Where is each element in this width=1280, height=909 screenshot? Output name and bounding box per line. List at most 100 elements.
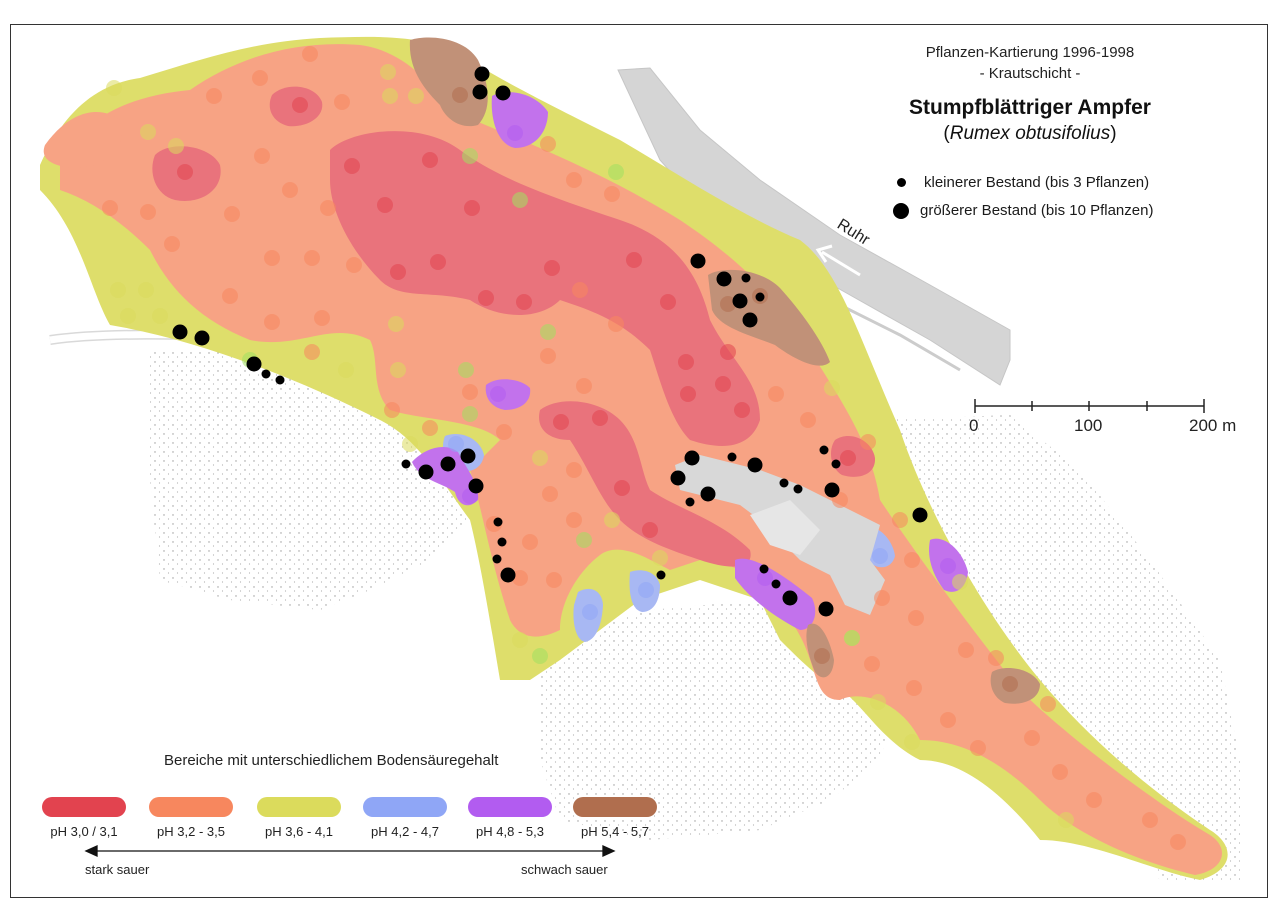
- ph-legend-heading: Bereiche mit unterschiedlichem Bodensäur…: [164, 752, 499, 769]
- ph-sample-point: [516, 294, 532, 310]
- large-occurrence-dot: [670, 470, 686, 486]
- ph-sample-point: [952, 574, 968, 590]
- ph-sample-point: [626, 252, 642, 268]
- large-dot-icon: [893, 202, 909, 219]
- ph-sample-point: [540, 348, 556, 364]
- small-occurrence-dot: [275, 375, 285, 385]
- large-occurrence-dot: [747, 457, 763, 473]
- large-occurrence-dot: [732, 293, 748, 309]
- acidity-weak-label: schwach sauer: [521, 862, 608, 877]
- ph-sample-point: [604, 512, 620, 528]
- ph-sample-point: [106, 80, 122, 96]
- ph-sample-point: [140, 204, 156, 220]
- ph-label-3: pH 3,6 - 4,1: [265, 824, 333, 839]
- ph-swatch-3: [257, 797, 341, 817]
- ph-sample-point: [384, 402, 400, 418]
- ph-sample-point: [422, 420, 438, 436]
- large-occurrence-dot: [912, 507, 928, 523]
- ph-sample-point: [604, 186, 620, 202]
- ph-sample-point: [177, 164, 193, 180]
- ph-sample-point: [553, 414, 569, 430]
- ph-sample-point: [904, 552, 920, 568]
- ph-sample-point: [872, 548, 888, 564]
- ph-sample-point: [448, 436, 464, 452]
- ph-label-5: pH 4,8 - 5,3: [476, 824, 544, 839]
- ph-sample-point: [608, 316, 624, 332]
- small-occurrence-dot: [771, 579, 781, 589]
- ph-sample-point: [592, 410, 608, 426]
- survey-layer: - Krautschicht -: [979, 65, 1081, 82]
- map-title-block: Pflanzen-Kartierung 1996-1998 - Krautsch…: [860, 42, 1200, 145]
- ph-zone-3-0-lower: [539, 401, 751, 567]
- acidity-strong-label: stark sauer: [85, 862, 150, 877]
- ph-sample-point: [988, 650, 1004, 666]
- ph-sample-point: [864, 656, 880, 672]
- ph-sample-point: [680, 386, 696, 402]
- scale-tick-200: 200 m: [1189, 416, 1237, 435]
- ph-sample-point: [452, 87, 468, 103]
- ph-sample-point: [222, 288, 238, 304]
- ph-sample-point: [292, 97, 308, 113]
- legend-small-occurrence: kleinerer Bestand (bis 3 Pflanzen): [892, 174, 1149, 191]
- ph-sample-point: [642, 522, 658, 538]
- ph-sample-point: [860, 434, 876, 450]
- ph-zone-3-2: [60, 44, 1222, 875]
- small-occurrence-dot: [755, 292, 765, 302]
- ph-swatch-2: [149, 797, 233, 817]
- ph-sample-point: [462, 406, 478, 422]
- ph-sample-point: [608, 164, 624, 180]
- ph-sample-point: [206, 88, 222, 104]
- small-occurrence-dot: [261, 369, 271, 379]
- ph-sample-point: [522, 534, 538, 550]
- ph-sample-point: [844, 630, 860, 646]
- ph-sample-point: [840, 450, 856, 466]
- ph-sample-point: [720, 296, 736, 312]
- ph-sample-point: [576, 532, 592, 548]
- small-occurrence-dot: [497, 537, 507, 547]
- ph-sample-point: [720, 344, 736, 360]
- ph-sample-point: [800, 412, 816, 428]
- ph-sample-point: [120, 308, 136, 324]
- ph-sample-point: [970, 740, 986, 756]
- large-occurrence-dot: [742, 312, 758, 328]
- small-dot-icon: [897, 178, 906, 187]
- ph-swatch-1: [42, 797, 126, 817]
- ph-sample-point: [478, 290, 494, 306]
- ph-sample-point: [507, 125, 523, 141]
- ph-zone-3-2-left-blob: [43, 112, 122, 169]
- large-occurrence-dot: [194, 330, 210, 346]
- ph-sample-point: [540, 324, 556, 340]
- ph-sample-point: [908, 610, 924, 626]
- ph-sample-point: [958, 642, 974, 658]
- large-occurrence-dot: [684, 450, 700, 466]
- ph-sample-point: [302, 46, 318, 62]
- ph-sample-point: [254, 148, 270, 164]
- ph-sample-point: [940, 712, 956, 728]
- ph-zone-4-8-c: [412, 447, 479, 506]
- ph-sample-point: [638, 582, 654, 598]
- ph-swatch-4: [363, 797, 447, 817]
- ph-sample-point: [532, 450, 548, 466]
- large-occurrence-dot: [474, 66, 490, 82]
- scale-bar: [974, 399, 1205, 413]
- ph-sample-point: [532, 648, 548, 664]
- large-occurrence-dot: [468, 478, 484, 494]
- ph-sample-point: [110, 282, 126, 298]
- small-occurrence-dot: [685, 497, 695, 507]
- ph-sample-point: [252, 70, 268, 86]
- large-occurrence-dot: [690, 253, 706, 269]
- occurrence-dots: [172, 66, 928, 617]
- large-occurrence-dot: [500, 567, 516, 583]
- ph-zone-4-8-d: [735, 558, 816, 630]
- ph-sample-point: [140, 124, 156, 140]
- ph-sample-point: [380, 64, 396, 80]
- ph-zone-3-0-main: [330, 131, 760, 446]
- ph-sample-point: [542, 486, 558, 502]
- ph-swatch-5: [468, 797, 552, 817]
- ph-sample-point: [138, 282, 154, 298]
- large-occurrence-dot: [440, 456, 456, 472]
- ph-sample-point: [512, 192, 528, 208]
- ph-sample-point: [422, 152, 438, 168]
- small-occurrence-dot: [656, 570, 666, 580]
